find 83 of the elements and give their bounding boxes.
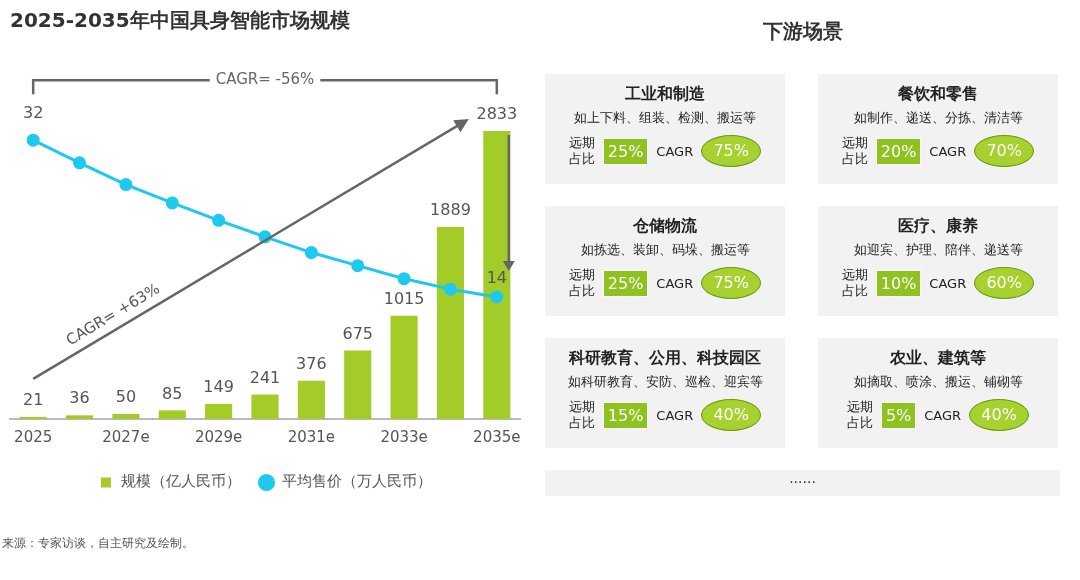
data-label: 75% — [701, 135, 762, 167]
data-label: 1889 — [430, 200, 471, 220]
text: 远期占比 — [841, 267, 868, 298]
data-label: 40% — [969, 399, 1030, 431]
text: 远期占比 — [568, 267, 595, 298]
category-label: 工业和制造 — [624, 83, 706, 105]
point — [304, 246, 318, 260]
data-label: 25% — [602, 137, 649, 165]
text: 远期占比 — [841, 135, 868, 166]
text: 如摘取、喷涂、搬运、铺砌等 — [852, 373, 1024, 391]
x-tick-label: 2025 — [14, 427, 53, 446]
category-label: 科研教育、公用、科技园区 — [568, 347, 762, 369]
bar — [436, 226, 465, 419]
point — [26, 133, 40, 147]
text: CAGR — [929, 143, 967, 159]
source-note: 来源：专家访谈，自主研究及绘制。 — [2, 535, 194, 552]
text: 如科研教育、安防、巡检、迎宾等 — [566, 373, 764, 391]
data-label: 15% — [602, 401, 649, 429]
text: 如拣选、装卸、码垛、搬运等 — [579, 241, 751, 259]
x-tick-label: 2031e — [287, 427, 336, 446]
chart-title: 2025-2035年中国具身智能市场规模 — [10, 8, 350, 33]
data-label: 10% — [875, 269, 922, 297]
point — [212, 213, 226, 227]
text: 远期占比 — [568, 399, 595, 430]
data-label: 376 — [296, 353, 327, 373]
bar — [390, 315, 418, 419]
text: 如上下料、组装、检测、搬运等 — [573, 109, 757, 127]
text: ...... — [545, 470, 1060, 496]
text: 如制作、递送、分拣、清洁等 — [852, 109, 1024, 127]
series-label: 远期占比 — [568, 135, 595, 167]
data-label: 5% — [880, 401, 917, 429]
text: CAGR — [656, 275, 694, 291]
category-label: 仓储物流 — [632, 215, 698, 237]
x-tick-label: 2029e — [194, 427, 243, 446]
text: 如迎宾、护理、陪伴、递送等 — [852, 241, 1024, 259]
category-label: 医疗、康养 — [897, 215, 979, 237]
series-label: CAGR — [656, 143, 694, 159]
category-label: 农业、建筑等 — [889, 347, 987, 369]
data-label: 149 — [203, 377, 234, 397]
point — [490, 290, 504, 304]
data-label: 25% — [602, 269, 649, 297]
data-label: 50 — [115, 387, 137, 407]
text: 远期占比 — [846, 399, 873, 430]
point — [73, 156, 87, 170]
bar — [297, 380, 325, 419]
data-label: 2833 — [476, 104, 518, 124]
data-label: 40% — [701, 399, 762, 431]
text: 下游场景 — [761, 18, 844, 45]
text: CAGR — [656, 407, 694, 423]
category-label: 餐饮和零售 — [897, 83, 979, 105]
text: CAGR= -56% — [215, 70, 315, 89]
text: CAGR — [924, 407, 962, 423]
data-label: 60% — [974, 267, 1035, 299]
point — [165, 196, 179, 210]
bar — [112, 413, 140, 419]
data-label: 675 — [342, 323, 373, 343]
data-label: 70% — [974, 135, 1035, 167]
x-tick-label: 2033e — [380, 427, 428, 446]
point — [119, 178, 133, 192]
x-tick-label: 2027e — [102, 427, 150, 446]
data-label: 20% — [875, 137, 922, 165]
legend-label: 规模（亿人民币） — [121, 472, 241, 491]
data-label: 36 — [69, 388, 90, 408]
data-label: 75% — [701, 267, 762, 299]
bar — [251, 394, 279, 419]
bar — [483, 130, 511, 419]
data-label: 1015 — [383, 288, 425, 308]
point — [397, 272, 411, 286]
bar — [205, 403, 233, 419]
data-label: 14 — [486, 268, 507, 288]
data-label: 241 — [249, 367, 281, 387]
bar — [158, 410, 186, 419]
x-tick-label: 2035e — [473, 427, 521, 446]
data-label: 21 — [23, 390, 44, 410]
bar — [19, 416, 47, 419]
point — [351, 259, 365, 273]
data-label: 32 — [23, 103, 44, 123]
text: CAGR — [929, 275, 967, 291]
bar — [65, 415, 94, 419]
data-label: 85 — [162, 383, 183, 403]
legend-label: 平均售价（万人民币） — [281, 472, 432, 491]
point — [443, 282, 457, 296]
bar — [344, 350, 372, 419]
